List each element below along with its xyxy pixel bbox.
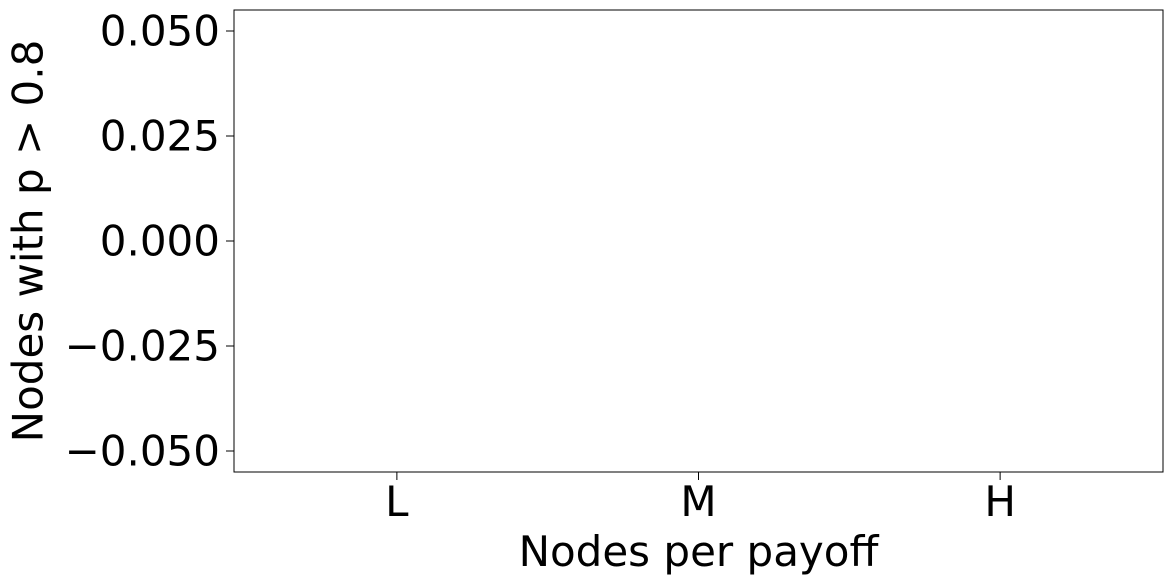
y-tick-label: 0.000 [100, 217, 220, 266]
y-tick-label: 0.025 [100, 112, 220, 161]
x-axis-label: Nodes per payoff [519, 527, 880, 576]
y-tick-label: −0.025 [65, 322, 220, 371]
y-tick-label: 0.050 [100, 7, 220, 56]
x-tick-label: H [984, 477, 1016, 526]
y-tick-label: −0.050 [65, 427, 220, 476]
y-axis-ticks: 0.050 0.025 0.000 −0.025 −0.050 [65, 7, 234, 476]
x-tick-label: L [385, 477, 409, 526]
y-axis-label: Nodes with p > 0.8 [4, 40, 53, 443]
plot-frame [233, 9, 1164, 473]
x-tick-label: M [680, 477, 716, 526]
